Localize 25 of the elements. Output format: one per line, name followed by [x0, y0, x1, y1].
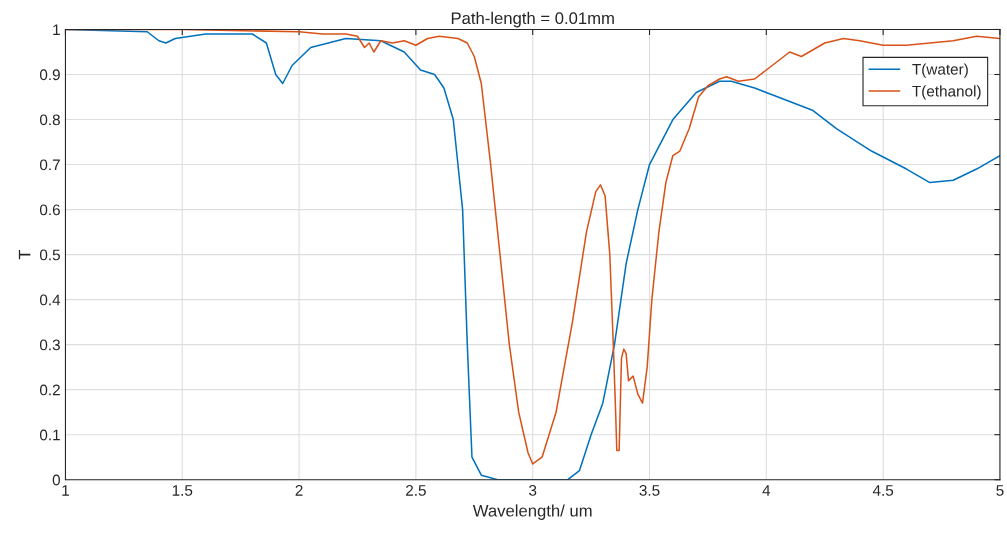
legend-label: T(water) [912, 63, 968, 78]
x-tick-label: 4 [762, 485, 771, 496]
y-tick-label: 0.3 [39, 339, 60, 351]
x-tick-label: 3 [529, 484, 537, 496]
y-tick-label: 0.8 [39, 114, 60, 126]
y-tick-label: 0.5 [39, 249, 60, 261]
y-tick-label: 0.7 [39, 159, 60, 171]
x-tick-label: 4.5 [872, 485, 894, 496]
y-tick-label: 0 [52, 474, 60, 486]
x-tick-label: 2.5 [406, 484, 426, 496]
y-axis-title: T [18, 249, 31, 260]
x-tick-label: 1.5 [172, 485, 193, 496]
y-tick-label: 1 [53, 24, 60, 36]
y-tick-label: 0.9 [39, 69, 60, 81]
x-tick-label: 1 [62, 485, 69, 496]
chart-title: Path-length = 0.01mm [451, 11, 614, 28]
x-axis-title: Wavelength/ um [472, 504, 592, 520]
x-tick-label: 3.5 [639, 484, 660, 496]
y-tick-label: 0.1 [39, 429, 60, 441]
y-tick-label: 0.6 [39, 204, 60, 216]
x-tick-label: 5 [996, 485, 1004, 496]
y-tick-label: 0.2 [39, 384, 60, 396]
legend-label: T(ethanol) [912, 85, 981, 100]
y-tick-label: 0.4 [39, 294, 61, 306]
x-tick-label: 2 [295, 484, 303, 496]
